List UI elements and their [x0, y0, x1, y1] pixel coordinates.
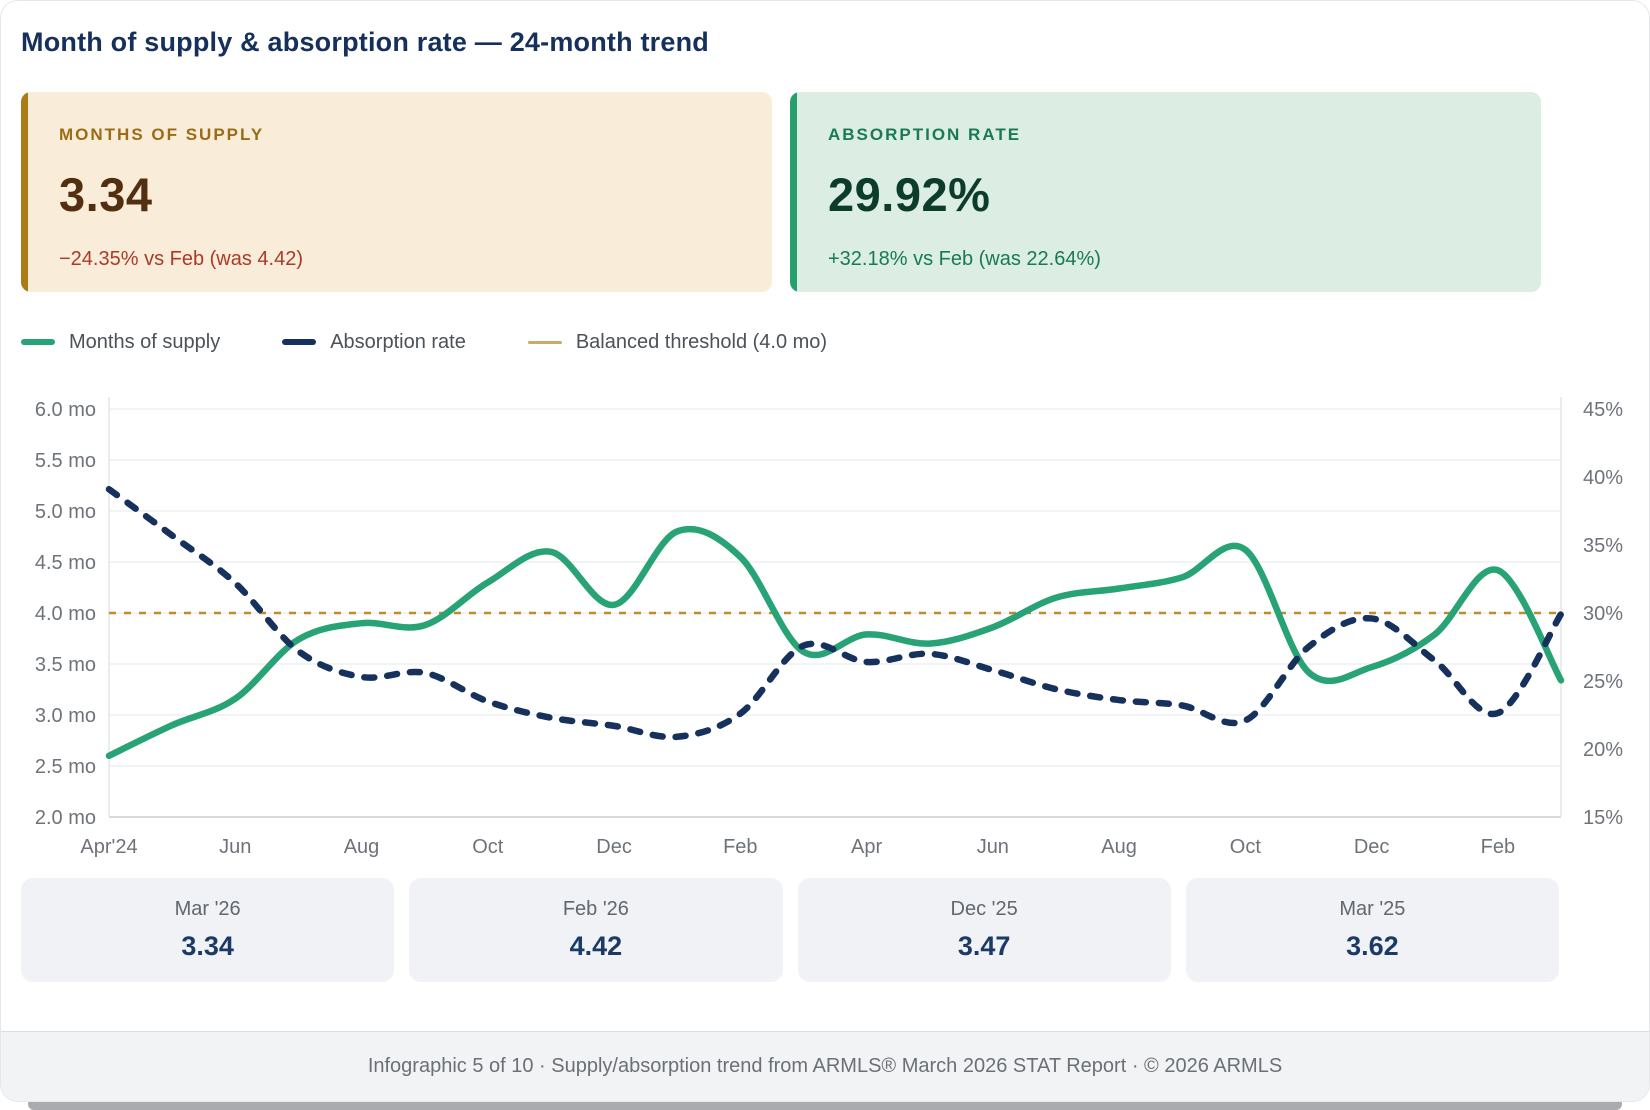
chart-legend: Months of supply Absorption rate Balance…	[21, 330, 1629, 354]
summary-period: Mar '26	[174, 898, 241, 920]
footer-text: Infographic 5 of 10 · Supply/absorption …	[367, 1055, 1283, 1077]
summary-card-mar25: Mar '25 3.62	[1185, 878, 1559, 982]
stat-card-row: MONTHS OF SUPPLY 3.34 −24.35% vs Feb (wa…	[21, 92, 1541, 292]
right-axis-tick: 15%	[1583, 807, 1623, 829]
x-axis-tick: Oct	[472, 836, 504, 858]
left-axis-tick: 5.5 mo	[35, 450, 96, 472]
months-of-supply-card: MONTHS OF SUPPLY 3.34 −24.35% vs Feb (wa…	[21, 92, 772, 292]
summary-period: Mar '25	[1339, 898, 1406, 920]
chart-area: 6.0 mo 5.5 mo 5.0 mo 4.5 mo 4.0 mo 3.5 mo 3.0 …	[1, 370, 1649, 870]
supply-card-delta: −24.35% vs Feb (was 4.42)	[59, 248, 304, 270]
x-axis-tick: Aug	[344, 836, 380, 858]
absorption-line	[105, 485, 1565, 741]
absorption-legend-swatch	[282, 339, 317, 345]
supply-legend-swatch	[21, 339, 55, 345]
left-axis-tick: 2.5 mo	[35, 756, 96, 778]
left-axis-tick: 5.0 mo	[35, 501, 96, 523]
absorption-legend-label: Absorption rate	[330, 330, 466, 353]
legend-item-supply: Months of supply	[21, 331, 220, 354]
right-axis-tick: 35%	[1583, 535, 1623, 557]
x-axis-tick: Oct	[1230, 836, 1262, 858]
supply-line	[105, 525, 1565, 760]
trend-chart: 6.0 mo 5.5 mo 5.0 mo 4.5 mo 4.0 mo 3.5 mo 3.0 …	[35, 397, 1623, 858]
page-title: Month of supply & absorption rate — 24-m…	[21, 27, 709, 57]
summary-card-dec25: Dec '25 3.47	[797, 878, 1171, 982]
x-axis-tick: Feb	[1481, 836, 1515, 858]
left-axis-tick: 4.0 mo	[35, 603, 96, 625]
supply-accent-bar	[21, 92, 28, 292]
summary-card-mar26: Mar '26 3.34	[21, 878, 395, 982]
summary-value: 3.47	[957, 931, 1011, 961]
left-axis-tick: 4.5 mo	[35, 552, 96, 574]
x-axis-tick: Jun	[977, 836, 1009, 858]
threshold-legend-label: Balanced threshold (4.0 mo)	[575, 330, 828, 353]
absorption-card-delta: +32.18% vs Feb (was 22.64%)	[828, 248, 1101, 270]
x-axis-tick: Aug	[1101, 836, 1137, 858]
right-axis-tick: 30%	[1583, 603, 1623, 625]
x-axis-tick: Jun	[219, 836, 251, 858]
legend-item-threshold: Balanced threshold (4.0 mo)	[527, 330, 828, 354]
left-axis-tick: 3.5 mo	[35, 654, 96, 676]
supply-card-label: MONTHS OF SUPPLY	[59, 125, 265, 144]
right-axis-tick: 25%	[1583, 671, 1623, 693]
right-axis-tick: 45%	[1583, 399, 1623, 421]
left-axis-tick: 3.0 mo	[35, 705, 96, 727]
supply-legend-label: Months of supply	[69, 330, 221, 353]
summary-value: 3.62	[1346, 931, 1399, 961]
absorption-accent-bar	[790, 92, 797, 292]
page-footer: Infographic 5 of 10 · Supply/absorption …	[1, 1031, 1649, 1101]
right-axis-tick: 20%	[1583, 739, 1623, 761]
absorption-card-value: 29.92%	[828, 168, 991, 221]
summary-period: Feb '26	[562, 898, 629, 920]
right-axis-tick: 40%	[1583, 467, 1623, 489]
summary-card-feb26: Feb '26 4.42	[409, 878, 783, 982]
x-axis-tick: Dec	[596, 836, 632, 858]
absorption-card-label: ABSORPTION RATE	[828, 125, 1022, 144]
summary-period: Dec '25	[950, 898, 1018, 920]
summary-card-row: Mar '26 3.34 Feb '26 4.42 Dec '25 3.47 M…	[21, 878, 1559, 982]
summary-value: 3.34	[181, 931, 234, 961]
x-axis-tick: Dec	[1354, 836, 1390, 858]
x-axis-tick: Apr'24	[80, 836, 137, 858]
x-axis-tick: Apr	[851, 836, 882, 858]
absorption-rate-card: ABSORPTION RATE 29.92% +32.18% vs Feb (w…	[790, 92, 1541, 292]
left-axis-tick: 6.0 mo	[35, 399, 96, 421]
left-axis-tick: 2.0 mo	[35, 807, 96, 829]
supply-card-value: 3.34	[59, 168, 153, 221]
summary-value: 4.42	[569, 931, 623, 961]
threshold-legend-swatch	[527, 340, 562, 344]
x-axis-tick: Feb	[723, 836, 757, 858]
legend-item-absorption: Absorption rate	[282, 331, 466, 354]
